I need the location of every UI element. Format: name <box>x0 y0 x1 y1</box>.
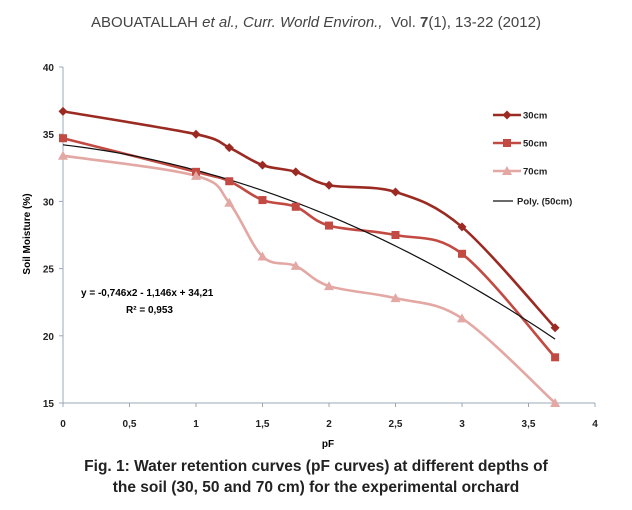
legend-marker-30cm <box>502 110 512 120</box>
data-point-70cm <box>550 398 561 407</box>
data-point-70cm <box>58 150 68 160</box>
x-axis-label: pF <box>322 439 334 450</box>
x-tick-label: 4 <box>592 419 598 430</box>
data-point-30cm <box>457 222 467 232</box>
data-point-50cm <box>391 231 400 239</box>
data-point-30cm <box>258 160 267 170</box>
header-vol-prefix: Vol. <box>382 14 421 31</box>
series-lines <box>62 110 557 404</box>
series-line-50cm <box>62 136 557 359</box>
data-point-50cm <box>258 196 267 205</box>
data-point-70cm <box>290 260 301 270</box>
axes <box>62 67 595 404</box>
y-tick-label: 20 <box>43 332 55 343</box>
data-point-30cm <box>391 187 400 197</box>
data-point-50cm <box>458 249 466 258</box>
chart: 0 0,5 1 1,5 2 2,5 3 3,5 4 15 20 25 30 35 40 pF Soil M… <box>22 63 598 450</box>
header-issue: (1), 13-22 (2012) <box>428 14 541 31</box>
series-markers <box>58 106 561 407</box>
x-tick-label: 0,5 <box>123 419 137 430</box>
y-tick-label: 40 <box>43 63 55 74</box>
data-point-30cm <box>224 143 234 153</box>
x-tick-label: 2,5 <box>389 419 403 430</box>
legend: 30cm 50cm 70cm Poly. (50cm) <box>493 110 572 208</box>
y-axis-label: Soil Moisture (%) <box>22 193 33 274</box>
x-ticks: 0 0,5 1 1,5 2 2,5 3 3,5 4 <box>60 403 598 430</box>
y-tick-label: 35 <box>43 130 55 141</box>
x-tick-label: 3 <box>459 419 465 430</box>
legend-label-50cm: 50cm <box>523 139 547 150</box>
legend-label-70cm: 70cm <box>523 167 547 178</box>
data-point-50cm <box>551 353 560 362</box>
legend-marker-50cm <box>503 139 511 147</box>
y-tick-label: 30 <box>43 197 55 208</box>
x-tick-label: 0 <box>60 419 66 430</box>
data-point-70cm <box>257 251 268 261</box>
x-tick-label: 1 <box>193 419 199 430</box>
figure-caption: Fig. 1: Water retention curves (pF curve… <box>0 456 632 498</box>
y-tick-label: 25 <box>43 265 55 276</box>
x-tick-label: 3,5 <box>522 419 536 430</box>
legend-label-poly50cm: Poly. (50cm) <box>517 197 572 208</box>
x-tick-label: 2 <box>326 419 332 430</box>
x-tick-label: 1,5 <box>256 419 270 430</box>
caption-line-2: the soil (30, 50 and 70 cm) for the expe… <box>112 479 520 496</box>
trendline-poly-50cm <box>62 144 556 340</box>
y-tick-label: 15 <box>43 399 55 410</box>
data-point-30cm <box>191 129 201 139</box>
equation-line-2: R² = 0,953 <box>126 305 173 316</box>
data-point-30cm <box>324 180 334 190</box>
header-journal: , Curr. World Environ., <box>234 14 383 31</box>
data-point-70cm <box>191 170 201 180</box>
data-point-50cm <box>59 134 67 143</box>
header-etal: et al. <box>198 14 235 31</box>
data-point-50cm <box>291 202 300 211</box>
legend-marker-70cm <box>502 166 512 175</box>
data-point-70cm <box>324 281 334 291</box>
journal-header: ABOUATALLAH et al., Curr. World Environ.… <box>0 14 632 31</box>
header-authors: ABOUATALLAH <box>91 14 199 31</box>
data-point-70cm <box>390 293 401 303</box>
data-point-30cm <box>550 323 560 333</box>
y-ticks: 15 20 25 30 35 40 <box>43 63 63 410</box>
legend-label-30cm: 30cm <box>523 111 547 122</box>
series-line-70cm <box>62 154 556 404</box>
data-point-30cm <box>291 167 301 177</box>
data-point-50cm <box>325 221 333 230</box>
data-point-30cm <box>58 106 68 116</box>
caption-line-1: Fig. 1: Water retention curves (pF curve… <box>84 458 548 475</box>
equation-line-1: y = -0,746x2 - 1,146x + 34,21 <box>81 288 214 299</box>
data-point-50cm <box>225 177 234 186</box>
data-point-70cm <box>457 313 467 323</box>
data-point-70cm <box>224 197 235 207</box>
header-vol-num: 7 <box>420 14 429 31</box>
